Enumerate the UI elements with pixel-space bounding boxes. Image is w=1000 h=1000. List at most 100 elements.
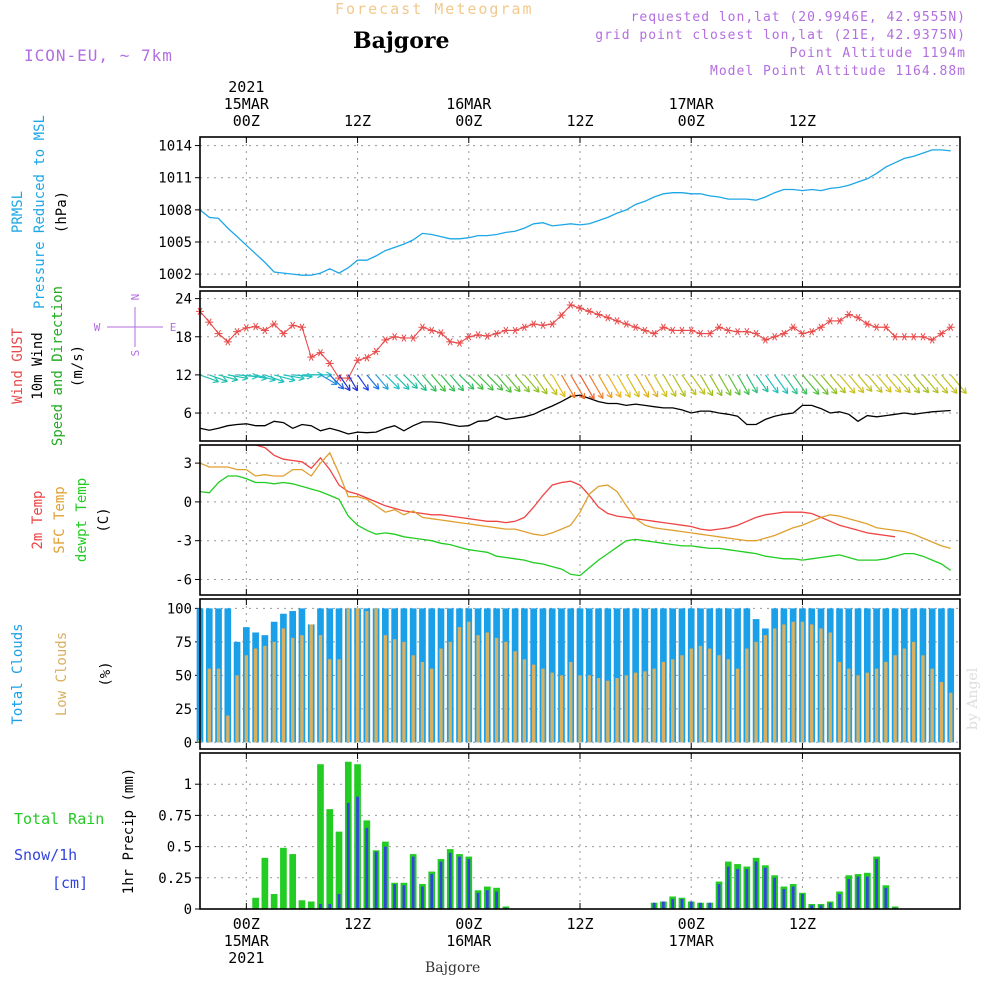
snow-bar	[745, 869, 749, 909]
wind-arrow-head	[782, 390, 788, 395]
wind-arrow-shaft	[950, 374, 967, 394]
low-cloud-bar	[847, 668, 851, 743]
gust-marker	[863, 320, 872, 328]
wind-arrow-shaft	[477, 374, 494, 391]
wind-arrow-head	[880, 386, 883, 393]
wind-arrow-shaft	[375, 374, 389, 390]
wind-arrow	[551, 374, 566, 398]
y-tick-label: 12	[175, 368, 192, 384]
gust-star-stroke	[503, 326, 509, 335]
wind-arrow	[913, 374, 930, 394]
wind-arrow-shaft	[440, 374, 456, 392]
wind-arrow-shaft	[468, 374, 484, 390]
legend-snow: Snow/1h	[14, 846, 77, 864]
low-cloud-bar	[346, 608, 350, 743]
time-label-bottom: 17MAR	[669, 932, 715, 950]
gust-star-stroke	[559, 311, 564, 319]
gust-star-stroke	[623, 320, 629, 328]
snow-bar	[485, 890, 489, 909]
footer-location: Bajgore	[425, 960, 481, 976]
wind-arrow-shaft	[246, 374, 268, 380]
wind-arrow-head	[559, 393, 566, 398]
gust-star-stroke	[725, 326, 731, 335]
wind-arrow-shaft	[496, 374, 512, 393]
dewpoint-line	[200, 475, 952, 577]
gust-marker	[705, 329, 714, 338]
wind-arrow	[931, 374, 949, 394]
gust-star-stroke	[308, 353, 314, 361]
gust-star-stroke	[874, 323, 880, 331]
wind-arrow	[357, 374, 369, 391]
low-cloud-bar	[865, 672, 869, 743]
wind-arrow-head	[448, 388, 455, 392]
gust-star-stroke	[883, 323, 889, 331]
wind-arrow-head	[894, 389, 901, 394]
wind-arrow-head	[461, 384, 465, 391]
rain-bar	[317, 764, 324, 909]
low-cloud-bar	[420, 661, 425, 743]
low-cloud-bar	[791, 621, 795, 743]
wind-arrow	[885, 374, 902, 394]
snow-bar	[652, 902, 656, 909]
snow-bar	[430, 874, 434, 909]
low-cloud-bar	[494, 637, 499, 743]
snow-bar	[726, 866, 730, 909]
gust-marker	[650, 329, 659, 338]
low-cloud-bar	[726, 659, 730, 743]
wind-arrow-head	[579, 395, 585, 400]
wind-arrow-head	[212, 381, 219, 384]
wind-arrow-head	[290, 375, 296, 381]
gust-marker	[640, 326, 649, 335]
snow-bar	[875, 859, 878, 909]
wind-arrow-head	[694, 388, 697, 395]
pressure-line	[199, 149, 951, 276]
low-cloud-bar	[300, 635, 304, 743]
wind-arrow-head	[716, 392, 723, 397]
wind-arrow	[672, 374, 686, 397]
wind-arrow-shaft	[672, 374, 686, 397]
wind-arrow-shaft	[764, 374, 779, 394]
gust-marker	[789, 323, 798, 331]
wind-arrow-shaft	[514, 374, 530, 393]
gust-star-stroke	[772, 333, 778, 341]
wind-arrow	[329, 374, 345, 390]
gust-star-stroke	[651, 329, 657, 338]
wind-arrow	[468, 374, 484, 390]
low-cloud-bar	[318, 635, 323, 743]
gust-marker	[381, 336, 390, 344]
gust-star-stroke	[939, 329, 944, 338]
gust-marker	[807, 327, 816, 336]
gust-marker	[557, 311, 566, 319]
snow-bar	[374, 851, 378, 909]
gust-star-stroke	[633, 323, 639, 331]
gust-marker	[724, 326, 733, 335]
rain-bar	[252, 897, 259, 909]
low-cloud-bar	[615, 678, 619, 743]
low-cloud-bar	[819, 628, 823, 743]
y-tick-label: 0	[184, 495, 192, 511]
wind-arrow-head	[813, 391, 820, 396]
wind-arrow-head	[514, 389, 521, 393]
low-cloud-bar	[365, 611, 369, 743]
wind-arrow-head	[791, 390, 798, 395]
low-cloud-bar	[281, 628, 286, 743]
low-cloud-bar	[810, 624, 814, 743]
wind-arrow-head	[801, 391, 807, 395]
wind-arrow-head	[913, 390, 920, 394]
wind-arrow-head	[337, 386, 344, 390]
wind-arrow	[403, 374, 418, 389]
credit-watermark: by Angel	[965, 667, 981, 730]
gust-marker	[427, 326, 436, 335]
gust-marker	[891, 333, 900, 341]
gust-marker	[918, 333, 927, 341]
low-cloud-bar	[800, 621, 805, 743]
time-label-top: 12Z	[789, 112, 816, 130]
low-cloud-bar	[633, 672, 638, 743]
snow-bar	[782, 889, 786, 909]
wind-arrow-head	[541, 390, 548, 395]
low-cloud-bar	[596, 678, 601, 743]
wind-arrow-head	[222, 376, 228, 382]
wind-arrow-shaft	[894, 374, 911, 394]
gust-star-stroke	[642, 326, 648, 335]
snow-bar	[356, 796, 359, 909]
